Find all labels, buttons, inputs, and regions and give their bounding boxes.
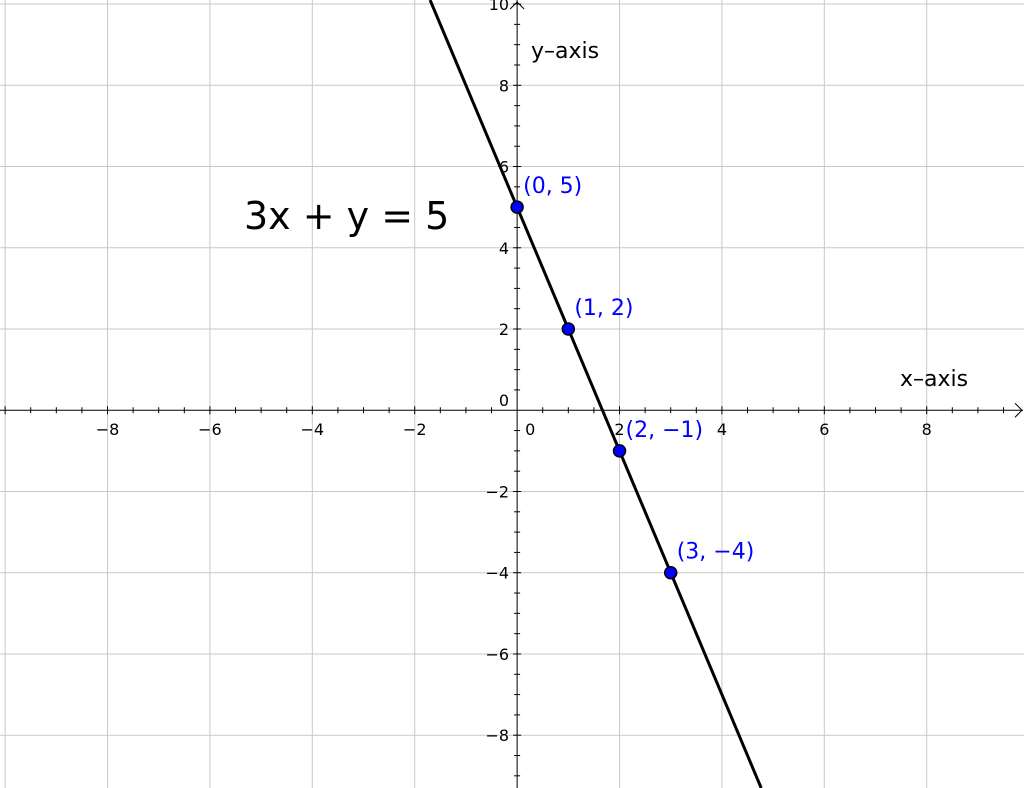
y-tick-label: 4: [499, 239, 509, 258]
x-tick-label: −2: [403, 420, 427, 439]
y-tick-label: −2: [486, 482, 510, 501]
x-tick-label: 8: [922, 420, 932, 439]
graph-line: [428, 0, 763, 788]
x-axis-title: x–axis: [900, 367, 968, 392]
x-tick-label: 0: [525, 420, 535, 439]
x-tick-label: 6: [819, 420, 829, 439]
point-marker: [612, 444, 627, 458]
y-axis-arrow-icon: [509, 1, 525, 10]
x-tick-label: −8: [96, 420, 120, 439]
y-tick-label: 6: [499, 158, 509, 177]
y-tick-label: −8: [486, 726, 510, 745]
point-marker: [561, 322, 576, 336]
point-label: (0, 5): [523, 174, 582, 199]
x-axis-arrow-icon: [1014, 402, 1023, 418]
y-tick-label: 0: [499, 391, 509, 410]
y-axis-title: y–axis: [531, 39, 599, 64]
x-tick-label: −6: [198, 420, 222, 439]
y-tick-label: 10: [489, 0, 509, 14]
point-label: (1, 2): [574, 296, 633, 321]
points: (0, 5) (1, 2) (2, −1) (3, −4): [510, 174, 755, 580]
y-tick-label: −4: [486, 564, 510, 583]
point-marker: [663, 565, 678, 580]
x-tick-label: 4: [717, 420, 727, 439]
tick-labels: −8 −6 −4 −2 0 2 4 6 8 10 8 6 4 2 0 −2 −4 −6 −8: [96, 0, 932, 745]
x-tick-label: −4: [301, 420, 325, 439]
y-tick-label: 2: [499, 320, 509, 339]
equation-label: 3x + y = 5: [244, 194, 449, 238]
graph-line-group: [428, 0, 763, 788]
point-label: (2, −1): [626, 418, 704, 443]
x-tick-label: 2: [614, 420, 624, 439]
point-label: (3, −4): [677, 540, 755, 565]
y-tick-label: 8: [499, 76, 509, 95]
y-tick-label: −6: [486, 645, 510, 664]
point-marker: [510, 200, 524, 214]
